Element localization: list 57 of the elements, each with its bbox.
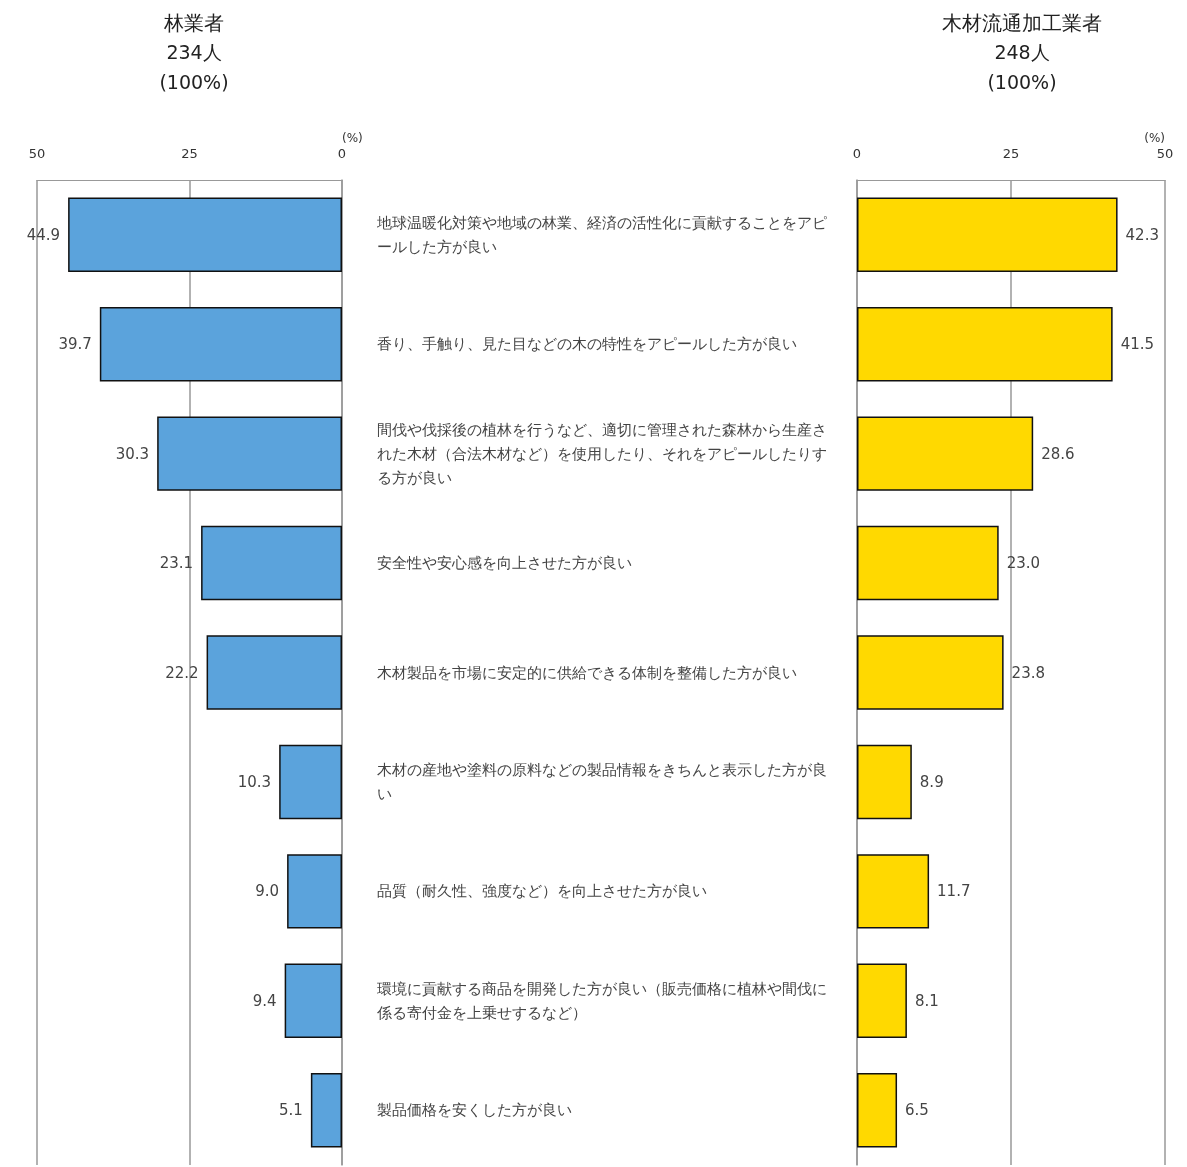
bar (99, 306, 342, 382)
x-tick-label: 0 (337, 146, 347, 161)
x-tick-label: 25 (181, 146, 198, 161)
bar (157, 416, 342, 491)
y-tick-label: 環境に貢献する商品を開発した方が良い（販売価格に植林や間伐に係る寄付金を上乗せするなど） (376, 979, 827, 1022)
x-tick-label: 50 (1156, 146, 1174, 161)
data-label: 22.2 (165, 663, 199, 682)
bar (857, 744, 912, 820)
chart-subtitle: 234人 (100%) (159, 41, 229, 93)
x-axis-title: (%) (342, 131, 363, 145)
x-tick-label: 0 (852, 146, 862, 161)
data-label: 23.0 (1006, 554, 1041, 573)
bar (857, 197, 1118, 272)
bar (284, 963, 342, 1039)
bar (201, 525, 342, 601)
data-label: 11.7 (937, 882, 971, 901)
bar (68, 197, 342, 272)
data-label: 8.1 (914, 991, 939, 1010)
bar (287, 854, 342, 929)
x-tick-label: 25 (1002, 146, 1020, 161)
data-label: 9.0 (255, 882, 280, 901)
data-label: 6.5 (905, 1101, 929, 1120)
chart-title: 林業者 (163, 11, 224, 35)
chart-title: 木材流通加工業者 (942, 11, 1102, 35)
bar (857, 635, 1004, 710)
y-tick-label: 品質（耐久性、強度など）を向上させた方が良い (377, 882, 707, 901)
data-label: 28.6 (1041, 444, 1075, 463)
x-axis-title: (%) (1144, 131, 1165, 145)
bar (857, 854, 930, 929)
x-tick-label: 50 (28, 146, 46, 161)
bar (206, 635, 342, 710)
data-label: 42.3 (1125, 225, 1159, 244)
bar (857, 306, 1113, 382)
data-label: 8.9 (919, 772, 944, 791)
data-label: 41.5 (1120, 335, 1155, 354)
data-label: 5.1 (279, 1101, 303, 1120)
data-label: 44.9 (26, 225, 61, 244)
data-label: 23.8 (1011, 663, 1046, 682)
bar (857, 416, 1034, 491)
data-label: 10.3 (237, 772, 272, 791)
y-tick-label: 地球温暖化対策や地域の林業、経済の活性化に貢献することをアピールした方が良い (376, 213, 827, 256)
bar (279, 744, 342, 820)
data-label: 9.4 (252, 991, 277, 1010)
y-tick-label: 木材製品を市場に安定的に供給できる体制を整備した方が良い (377, 663, 797, 682)
y-tick-label: 香り、手触り、見た目などの木の特性をアピールした方が良い (377, 335, 797, 354)
chart-subtitle: 248人 (100%) (987, 41, 1057, 93)
bar (857, 1073, 898, 1148)
bar (857, 525, 999, 601)
data-label: 30.3 (115, 444, 150, 463)
y-tick-label: 木材の産地や塗料の原料などの製品情報をきちんと表示した方が良い (377, 760, 827, 803)
y-tick-label: 製品価格を安くした方が良い (377, 1101, 572, 1120)
bar (310, 1073, 342, 1148)
y-tick-label: 安全性や安心感を向上させた方が良い (377, 554, 632, 573)
data-label: 23.1 (159, 554, 194, 573)
bar (857, 963, 907, 1039)
y-tick-label: 間伐や伐採後の植林を行うなど、適切に管理された森林から生産された木材（合法木材など）を使用したり、それをアピールしたりする方が良い (377, 420, 827, 487)
data-label: 39.7 (58, 335, 92, 354)
